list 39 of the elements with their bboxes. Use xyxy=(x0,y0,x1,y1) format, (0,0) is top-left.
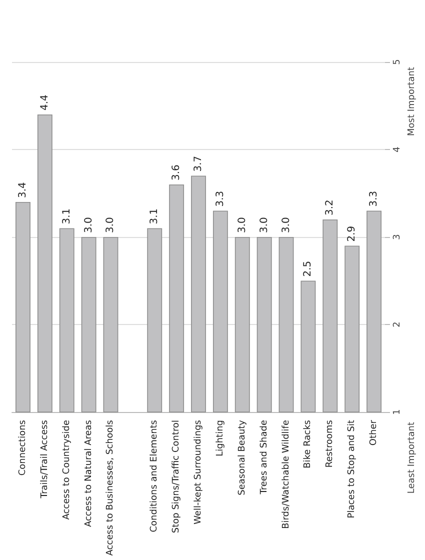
data-label: 3.6 xyxy=(171,164,182,180)
x-tick-label: Trails/Trail Access xyxy=(40,420,50,500)
data-label: 3.1 xyxy=(61,208,72,224)
text: Most Important xyxy=(407,66,417,136)
data-label: 3.0 xyxy=(258,217,270,233)
y-tick-label: 4 xyxy=(392,146,402,152)
data-label: 3.0 xyxy=(83,217,94,233)
y-tick-label: 3 xyxy=(392,234,402,240)
data-label: 3.1 xyxy=(149,208,160,224)
x-tick-label: Trees and Shade xyxy=(259,420,270,496)
x-tick-label: Other xyxy=(369,420,380,446)
data-label: 3.0 xyxy=(105,217,116,233)
data-label: 2.9 xyxy=(346,226,358,242)
x-tick-label: Lighting xyxy=(215,420,226,456)
y-tick-label: 1 xyxy=(392,409,402,415)
y-tick-label: 2 xyxy=(392,322,402,328)
data-label: 3.3 xyxy=(368,190,380,207)
text: Least Important xyxy=(407,422,417,494)
x-tick-label: Bike Racks xyxy=(303,420,314,468)
x-tick-label: Access to Countryside xyxy=(62,420,72,520)
data-label: 4.4 xyxy=(39,94,50,110)
x-tick-label: Stop Signs/Traffic Control xyxy=(172,420,182,534)
x-tick-label: Places to Stop and Sit xyxy=(347,420,358,518)
x-tick-label: Access to Businesses, Schools xyxy=(106,420,116,556)
x-tick-label: Seasonal Beauty xyxy=(237,419,248,496)
x-tick-label: Well-kept Surroundings xyxy=(194,420,204,524)
data-label: 3.2 xyxy=(324,200,336,216)
x-tick-label: Restrooms xyxy=(325,420,336,468)
data-label: 3.0 xyxy=(280,217,292,233)
x-tick-label: Conditions and Elements xyxy=(150,420,160,532)
y-tick-label: 5 xyxy=(392,59,402,65)
x-tick-label: Connections xyxy=(18,420,28,476)
data-label: 3.7 xyxy=(193,156,204,172)
data-label: 3.0 xyxy=(236,217,248,233)
data-label: 3.3 xyxy=(214,190,226,207)
data-label: 3.4 xyxy=(17,182,28,198)
x-tick-label: Access to Natural Areas xyxy=(84,420,94,528)
data-label: 2.5 xyxy=(302,260,314,277)
x-tick-label: Birds/Watchable Wildlife xyxy=(281,420,292,529)
